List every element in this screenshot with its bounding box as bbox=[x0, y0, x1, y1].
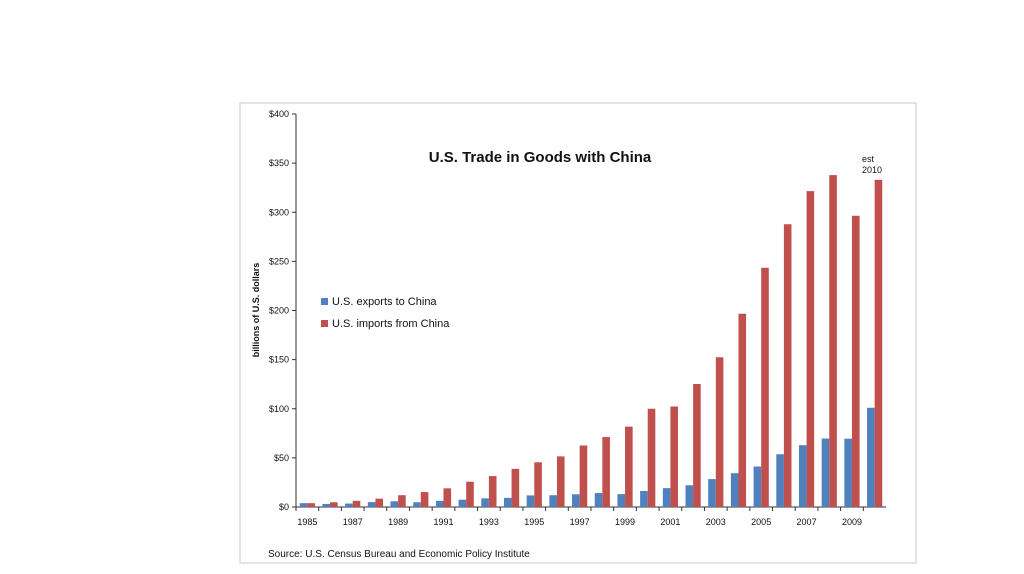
bar-imports-2009 bbox=[851, 215, 860, 508]
bar-imports-1997 bbox=[579, 445, 588, 507]
bar-imports-1992 bbox=[466, 481, 474, 507]
bar-exports-1993 bbox=[481, 498, 489, 507]
bar-exports-2002 bbox=[685, 485, 694, 507]
y-tick-label: $350 bbox=[269, 158, 289, 168]
bar-exports-1985 bbox=[299, 503, 308, 507]
bar-exports-1992 bbox=[458, 499, 467, 507]
bar-exports-2010 bbox=[867, 407, 875, 507]
bar-imports-2010 bbox=[874, 179, 883, 507]
annotation-est: est bbox=[862, 154, 875, 164]
y-tick-label: $200 bbox=[269, 306, 289, 316]
x-tick-label: 2001 bbox=[660, 517, 680, 527]
bar-exports-1997 bbox=[572, 494, 580, 507]
x-tick-label: 1985 bbox=[297, 517, 317, 527]
y-tick-label: $250 bbox=[269, 256, 289, 266]
annotation-year: 2010 bbox=[862, 165, 882, 175]
bar-exports-2008 bbox=[821, 438, 830, 507]
y-tick-label: $150 bbox=[269, 355, 289, 365]
bar-exports-1988 bbox=[367, 502, 376, 507]
bar-imports-1995 bbox=[534, 462, 542, 507]
legend-swatch-imports bbox=[321, 320, 328, 327]
x-tick-label: 1997 bbox=[570, 517, 590, 527]
bar-exports-1990 bbox=[413, 502, 421, 507]
bar-imports-2007 bbox=[806, 191, 815, 507]
bar-exports-2006 bbox=[776, 454, 784, 507]
bar-exports-1998 bbox=[594, 493, 603, 507]
x-tick-label: 2005 bbox=[751, 517, 771, 527]
bar-exports-1996 bbox=[549, 495, 557, 507]
y-axis-label: billions of U.S. dollars bbox=[251, 263, 261, 358]
legend: U.S. exports to China U.S. imports from … bbox=[321, 296, 450, 330]
y-tick-label: $400 bbox=[269, 109, 289, 119]
bar-imports-2001 bbox=[670, 406, 679, 507]
x-tick-label: 1987 bbox=[343, 517, 363, 527]
chart-frame bbox=[239, 102, 917, 564]
bar-imports-1988 bbox=[375, 498, 384, 507]
x-tick-label: 1995 bbox=[524, 517, 544, 527]
bar-exports-2009 bbox=[844, 438, 852, 507]
bar-imports-1998 bbox=[602, 437, 610, 507]
bar-exports-1991 bbox=[435, 500, 444, 507]
bars bbox=[299, 175, 883, 508]
x-axis-ticks: 1985 1987 1989 1991 1993 1995 1997 1999 2001 2003… bbox=[295, 507, 864, 527]
y-tick-label: $100 bbox=[269, 404, 289, 414]
x-tick-label: 1993 bbox=[479, 517, 499, 527]
bar-imports-2002 bbox=[693, 383, 701, 507]
bar-imports-1999 bbox=[625, 426, 633, 507]
bar-imports-2005 bbox=[761, 267, 769, 507]
bar-imports-1990 bbox=[420, 492, 429, 507]
bar-exports-1994 bbox=[503, 497, 512, 507]
bar-exports-2000 bbox=[640, 490, 648, 507]
bar-exports-1999 bbox=[617, 494, 626, 507]
legend-swatch-exports bbox=[321, 298, 328, 305]
y-axis-ticks: $0 $50 $100 $150 $200 $250 $300 $350 $400 bbox=[269, 109, 296, 512]
bar-imports-1987 bbox=[352, 500, 361, 507]
x-tick-label: 2003 bbox=[706, 517, 726, 527]
bar-imports-2006 bbox=[783, 224, 792, 507]
x-tick-label: 2007 bbox=[797, 517, 817, 527]
bar-exports-2001 bbox=[662, 488, 671, 507]
bar-exports-2004 bbox=[730, 473, 739, 507]
bar-exports-2007 bbox=[798, 445, 807, 507]
chart-title: U.S. Trade in Goods with China bbox=[429, 149, 652, 166]
source-note: Source: U.S. Census Bureau and Economic … bbox=[268, 549, 530, 560]
bar-imports-1989 bbox=[398, 495, 406, 507]
x-tick-label: 1991 bbox=[433, 517, 453, 527]
bar-imports-2004 bbox=[738, 313, 747, 507]
legend-label-imports: U.S. imports from China bbox=[332, 318, 450, 330]
legend-label-exports: U.S. exports to China bbox=[332, 296, 437, 308]
bar-imports-1991 bbox=[443, 488, 452, 507]
y-tick-label: $50 bbox=[274, 453, 289, 463]
y-tick-label: $0 bbox=[279, 502, 289, 512]
bar-exports-1995 bbox=[526, 495, 535, 507]
bar-imports-2003 bbox=[715, 357, 724, 507]
bar-imports-1996 bbox=[556, 456, 565, 507]
bar-imports-1993 bbox=[488, 476, 497, 507]
bar-exports-1989 bbox=[390, 501, 399, 507]
bar-exports-2005 bbox=[753, 466, 762, 507]
bar-exports-1987 bbox=[345, 503, 353, 507]
bar-exports-2003 bbox=[708, 479, 716, 507]
x-tick-label: 2009 bbox=[842, 517, 862, 527]
bar-imports-2008 bbox=[829, 175, 837, 507]
bar-imports-1986 bbox=[330, 502, 338, 507]
bar-imports-1994 bbox=[511, 468, 520, 507]
bar-imports-2000 bbox=[647, 408, 656, 507]
bar-exports-1986 bbox=[322, 503, 331, 507]
bar-imports-1985 bbox=[307, 503, 315, 507]
y-tick-label: $300 bbox=[269, 207, 289, 217]
x-tick-label: 1999 bbox=[615, 517, 635, 527]
x-tick-label: 1989 bbox=[388, 517, 408, 527]
